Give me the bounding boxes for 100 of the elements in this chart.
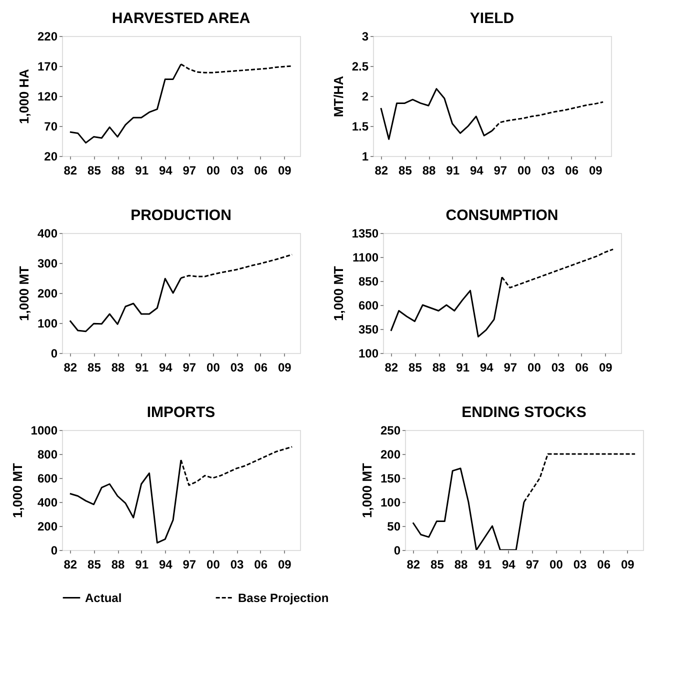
chart-title: CONSUMPTION (446, 207, 558, 224)
x-tick-label: 88 (111, 558, 126, 572)
y-tick-label: 350 (358, 322, 379, 336)
y-tick-label: 1.5 (352, 120, 369, 134)
x-tick-label: 00 (528, 360, 542, 374)
x-tick-label: 00 (550, 558, 564, 572)
y-tick-label: 300 (37, 256, 58, 270)
x-tick-label: 82 (406, 558, 420, 572)
x-tick-label: 85 (408, 360, 422, 374)
x-tick-label: 06 (254, 558, 268, 572)
x-tick-label: 85 (430, 558, 444, 572)
y-axis-title: 1,000 MT (330, 266, 346, 321)
x-tick-label: 00 (518, 164, 532, 178)
y-tick-label: 100 (37, 316, 58, 330)
x-tick-label: 85 (88, 360, 102, 374)
x-tick-label: 03 (230, 558, 244, 572)
y-tick-label: 1100 (352, 250, 379, 264)
y-axis-title: 1,000 MT (10, 462, 25, 518)
x-tick-label: 06 (254, 164, 268, 178)
chart-title: HARVESTED AREA (112, 10, 250, 27)
x-tick-label: 88 (432, 360, 446, 374)
x-tick-label: 91 (135, 164, 149, 178)
y-tick-label: 3 (362, 30, 369, 44)
y-tick-label: 2 (362, 90, 369, 104)
y-tick-label: 1000 (30, 424, 58, 438)
x-tick-label: 91 (446, 164, 460, 178)
x-tick-label: 88 (454, 558, 468, 572)
x-tick-label: 03 (551, 360, 566, 374)
y-tick-label: 220 (37, 30, 58, 44)
y-tick-label: 200 (380, 448, 401, 462)
x-tick-label: 09 (598, 360, 613, 374)
x-tick-label: 82 (374, 164, 388, 178)
x-tick-label: 09 (278, 558, 292, 572)
x-tick-label: 97 (182, 360, 196, 374)
y-tick-label: 1 (362, 150, 369, 164)
x-tick-label: 00 (206, 558, 220, 572)
x-tick-label: 88 (111, 164, 126, 178)
x-tick-label: 06 (597, 558, 611, 572)
x-tick-label: 88 (111, 360, 126, 374)
x-tick-label: 94 (502, 558, 516, 572)
x-tick-label: 00 (206, 360, 220, 374)
chart-title: YIELD (470, 10, 514, 27)
x-tick-label: 06 (254, 360, 268, 374)
x-tick-label: 97 (526, 558, 540, 572)
y-tick-label: 600 (37, 472, 58, 486)
x-tick-label: 97 (494, 164, 508, 178)
chart-title: PRODUCTION (130, 207, 232, 224)
y-tick-label: 100 (380, 496, 401, 510)
y-tick-label: 2.5 (352, 60, 369, 74)
legend-label: Base Projection (238, 590, 329, 605)
x-tick-label: 06 (575, 360, 589, 374)
x-tick-label: 85 (88, 164, 102, 178)
x-tick-label: 09 (278, 360, 292, 374)
y-axis-title: 1,000 MT (16, 266, 32, 321)
x-tick-label: 03 (541, 164, 556, 178)
y-axis-title: MT/HA (330, 75, 346, 118)
x-tick-label: 00 (206, 164, 220, 178)
legend-label: Actual (85, 590, 122, 605)
x-tick-label: 03 (573, 558, 588, 572)
x-tick-label: 97 (504, 360, 518, 374)
x-tick-label: 82 (64, 164, 78, 178)
y-tick-label: 0 (50, 544, 58, 558)
chart-title: ENDING STOCKS (462, 404, 586, 421)
x-tick-label: 91 (135, 558, 149, 572)
x-tick-label: 94 (470, 164, 484, 178)
x-tick-label: 09 (278, 164, 292, 178)
y-tick-label: 200 (37, 286, 58, 300)
y-tick-label: 400 (37, 226, 58, 240)
x-tick-label: 03 (230, 360, 244, 374)
x-tick-label: 94 (480, 360, 494, 374)
y-tick-label: 1350 (352, 226, 379, 240)
x-tick-label: 82 (64, 360, 78, 374)
y-tick-label: 20 (44, 150, 58, 164)
y-tick-label: 0 (394, 544, 401, 558)
y-tick-label: 600 (358, 298, 379, 312)
y-tick-label: 100 (358, 346, 379, 360)
x-tick-label: 03 (230, 164, 244, 178)
y-tick-label: 400 (37, 496, 58, 510)
x-tick-label: 94 (158, 164, 173, 178)
x-tick-label: 91 (478, 558, 492, 572)
y-tick-label: 850 (358, 274, 379, 288)
x-tick-label: 94 (158, 558, 173, 572)
y-tick-label: 70 (44, 120, 58, 134)
x-tick-label: 85 (398, 164, 412, 178)
x-tick-label: 06 (565, 164, 579, 178)
x-tick-label: 09 (588, 164, 603, 178)
x-tick-label: 09 (620, 558, 635, 572)
y-tick-label: 0 (50, 346, 58, 360)
x-tick-label: 85 (88, 558, 102, 572)
y-tick-label: 150 (380, 472, 401, 486)
y-tick-label: 250 (380, 424, 401, 438)
x-tick-label: 91 (135, 360, 149, 374)
y-tick-label: 170 (37, 60, 58, 74)
x-tick-label: 97 (182, 164, 196, 178)
y-axis-title: 1,000 MT (359, 462, 374, 518)
x-tick-label: 88 (422, 164, 436, 178)
x-tick-label: 94 (158, 360, 173, 374)
y-tick-label: 200 (37, 520, 58, 534)
x-tick-label: 82 (64, 558, 78, 572)
y-tick-label: 50 (387, 520, 401, 534)
